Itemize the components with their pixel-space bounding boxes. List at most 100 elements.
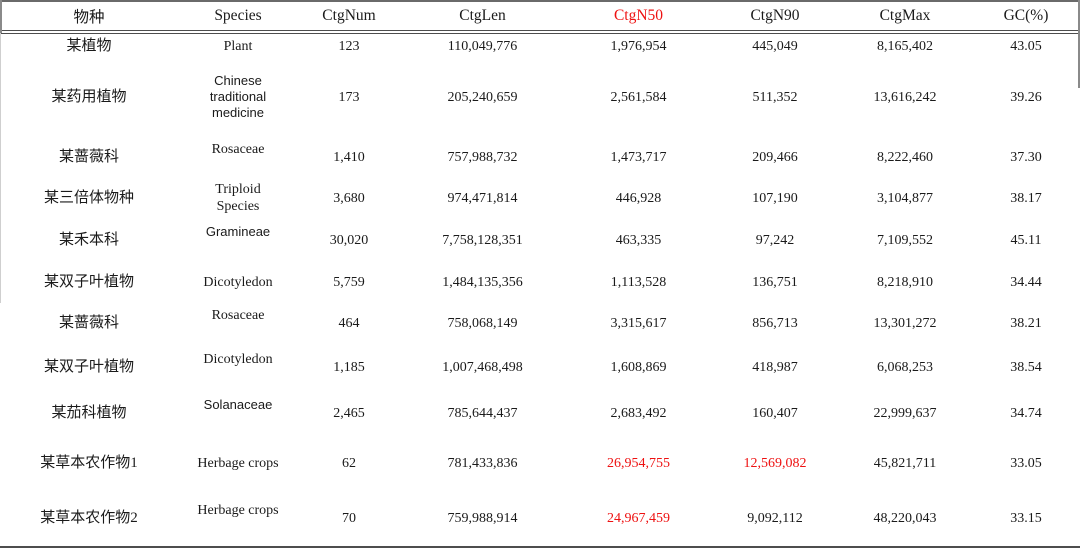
cell-gc: 34.44 xyxy=(1010,274,1042,290)
cell-ctgn90: 511,352 xyxy=(752,89,798,105)
table-row: 某茄科植物 Solanaceae 2,465 785,644,437 2,683… xyxy=(0,390,1080,436)
cell-species-cn: 某双子叶植物 xyxy=(43,273,134,290)
cell-gc: 37.30 xyxy=(1010,149,1042,165)
cell-ctglen: 7,758,128,351 xyxy=(442,232,523,248)
cell-ctgn50: 463,335 xyxy=(615,232,662,248)
cell-ctgn50: 1,473,717 xyxy=(610,149,667,165)
cell-ctgn90: 107,190 xyxy=(752,190,798,206)
cell-ctgmax: 8,218,910 xyxy=(877,274,933,290)
cell-species-en: Plant xyxy=(223,38,253,54)
table-row: 某双子叶植物 Dicotyledon 1,185 1,007,468,498 1… xyxy=(0,344,1080,390)
table-row: 某植物 Plant 123 110,049,776 1,976,954 445,… xyxy=(0,32,1080,58)
cell-gc: 39.26 xyxy=(1010,89,1042,105)
cell-ctgnum: 1,410 xyxy=(333,149,365,165)
cell-species-cn: 某茄科植物 xyxy=(51,404,127,421)
cell-species-cn: 某三倍体物种 xyxy=(43,189,134,206)
cell-ctglen: 1,484,135,356 xyxy=(442,274,523,290)
column-header-gc: GC(%) xyxy=(1003,7,1049,24)
cell-ctgn90: 418,987 xyxy=(752,359,798,375)
cell-ctgmax: 3,104,877 xyxy=(877,190,933,206)
cell-ctglen: 974,471,814 xyxy=(447,190,518,206)
cell-ctgn50-highlight: 26,954,755 xyxy=(607,455,670,471)
cell-ctgn90-highlight: 12,569,082 xyxy=(743,455,807,471)
cell-gc: 38.17 xyxy=(1010,190,1042,206)
cell-species-en: Rosaceae xyxy=(211,141,265,157)
cell-ctgnum: 2,465 xyxy=(333,405,365,421)
table-row: 某三倍体物种 Triploid Species 3,680 974,471,81… xyxy=(0,178,1080,218)
cell-species-en: Gramineae xyxy=(205,224,271,239)
cell-species-en: Dicotyledon xyxy=(203,274,273,290)
cell-ctgmax: 6,068,253 xyxy=(877,359,933,375)
cell-ctgn50: 3,315,617 xyxy=(610,315,667,331)
cell-ctgn50: 446,928 xyxy=(615,190,662,206)
table-row: 某药用植物 Chinese traditional medicine 173 2… xyxy=(0,58,1080,136)
cell-ctgnum: 62 xyxy=(342,455,356,471)
cell-ctgmax: 8,222,460 xyxy=(877,149,933,165)
cell-species-en: Herbage crops xyxy=(197,455,279,471)
column-header-ctgn50: CtgN50 xyxy=(613,7,664,24)
cell-species-en: Dicotyledon xyxy=(203,351,273,367)
table-row: 某草本农作物1 Herbage crops 62 781,433,836 26,… xyxy=(0,436,1080,490)
cell-species-cn: 某植物 xyxy=(66,37,112,54)
cell-ctgn90: 209,466 xyxy=(752,149,798,165)
cell-ctgmax: 22,999,637 xyxy=(873,405,937,421)
header-row: 物种 Species CtgNum CtgLen CtgN50 CtgN90 C… xyxy=(0,1,1080,32)
cell-ctgnum: 30,020 xyxy=(329,232,369,248)
cell-ctgmax: 13,616,242 xyxy=(873,89,937,105)
cell-species-cn: 某草本农作物1 xyxy=(40,454,138,471)
cell-species-en: Herbage crops xyxy=(197,502,279,518)
cell-gc: 43.05 xyxy=(1010,38,1042,54)
cell-ctgn90: 856,713 xyxy=(752,315,798,331)
cell-ctglen: 758,068,149 xyxy=(447,315,518,331)
column-header-ctgnum: CtgNum xyxy=(322,7,376,24)
cell-ctglen: 205,240,659 xyxy=(447,89,518,105)
window-left-edge-faint xyxy=(0,33,1,303)
cell-ctglen: 785,644,437 xyxy=(447,405,518,421)
cell-species-en: Solanaceae xyxy=(203,397,273,412)
cell-gc: 45.11 xyxy=(1010,232,1042,248)
cell-species-cn: 某草本农作物2 xyxy=(40,509,138,526)
cell-ctgnum: 464 xyxy=(338,315,360,331)
table-row: 某双子叶植物 Dicotyledon 5,759 1,484,135,356 1… xyxy=(0,262,1080,302)
table-row: 某禾本科 Gramineae 30,020 7,758,128,351 463,… xyxy=(0,218,1080,262)
cell-ctgmax: 8,165,402 xyxy=(877,38,933,54)
cell-ctglen: 781,433,836 xyxy=(447,455,518,471)
column-header-species-en: Species xyxy=(214,7,262,24)
column-header-ctgmax: CtgMax xyxy=(879,7,931,24)
column-header-species-cn: 物种 xyxy=(73,9,105,26)
cell-ctgnum: 3,680 xyxy=(333,190,365,206)
cell-ctgmax: 13,301,272 xyxy=(873,315,937,331)
cell-species-cn: 某药用植物 xyxy=(51,88,127,105)
cell-ctgn90: 9,092,112 xyxy=(747,510,803,526)
cell-gc: 33.05 xyxy=(1010,455,1042,471)
cell-ctglen: 1,007,468,498 xyxy=(442,359,523,375)
cell-ctgn50: 2,561,584 xyxy=(610,89,667,105)
cell-species-cn: 某双子叶植物 xyxy=(43,358,134,375)
cell-ctgn50: 1,976,954 xyxy=(610,38,667,54)
cell-gc: 34.74 xyxy=(1010,405,1042,421)
cell-ctgmax: 7,109,552 xyxy=(877,232,933,248)
cell-ctgn50: 1,608,869 xyxy=(610,359,667,375)
cell-ctgn90: 445,049 xyxy=(752,38,798,54)
cell-ctgn50: 1,113,528 xyxy=(610,274,667,290)
window-left-edge xyxy=(0,0,2,33)
table-row: 某蔷薇科 Rosaceae 1,410 757,988,732 1,473,71… xyxy=(0,136,1080,178)
cell-gc: 33.15 xyxy=(1010,510,1042,526)
cell-species-cn: 某蔷薇科 xyxy=(58,148,119,165)
cell-species-en: Chinese traditional medicine xyxy=(209,73,267,120)
cell-ctglen: 759,988,914 xyxy=(447,510,518,526)
cell-ctgn90: 136,751 xyxy=(752,274,798,290)
cell-ctglen: 110,049,776 xyxy=(447,38,518,54)
cell-ctgn50: 2,683,492 xyxy=(610,405,667,421)
cell-ctgn90: 97,242 xyxy=(755,232,795,248)
cell-ctgnum: 123 xyxy=(338,38,360,54)
cell-ctgmax: 45,821,711 xyxy=(873,455,937,471)
column-header-ctgn90: CtgN90 xyxy=(750,7,800,24)
cell-ctglen: 757,988,732 xyxy=(447,149,518,165)
cell-ctgn90: 160,407 xyxy=(752,405,798,421)
cell-ctgn50-highlight: 24,967,459 xyxy=(607,510,670,526)
window-right-edge xyxy=(1078,0,1080,88)
cell-species-en: Rosaceae xyxy=(211,307,265,323)
cell-species-cn: 某禾本科 xyxy=(58,231,119,248)
